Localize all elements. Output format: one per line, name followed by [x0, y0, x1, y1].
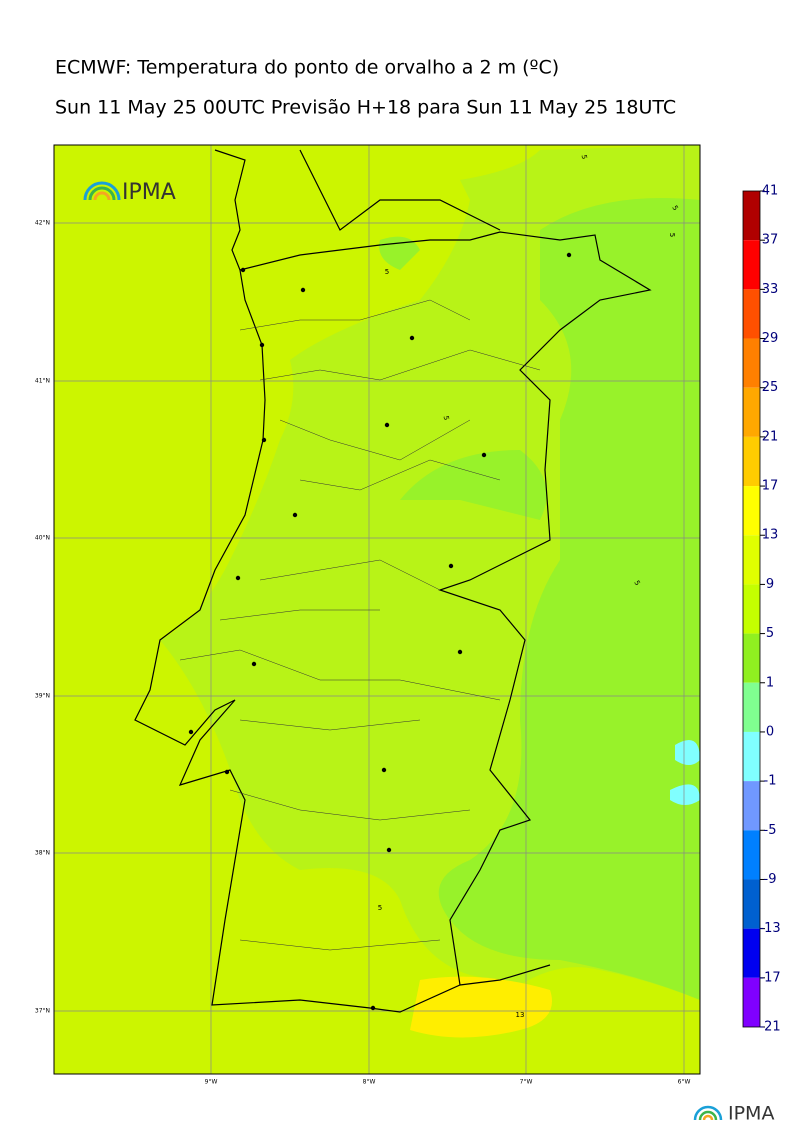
colorbar-swatch [743, 731, 760, 782]
contour-labels: 5 5 5 5 5 5 5 13 [378, 154, 680, 1019]
map: IPMA [53, 144, 701, 1075]
colorbar-swatch [743, 584, 760, 634]
lat-labels: 42°N 41°N 40°N 39°N 38°N 37°N [35, 220, 50, 1015]
map-logo-icon [83, 181, 121, 201]
colorbar-label: 33 [762, 282, 779, 297]
colorbar-label: -1 [764, 774, 777, 789]
colorbar-swatch [743, 191, 760, 241]
dew-area [379, 236, 420, 270]
lat-label: 37°N [35, 1008, 50, 1015]
contour-label: 5 [632, 579, 641, 587]
dew-area [400, 450, 547, 520]
contour-label: 5 [378, 904, 382, 912]
colorbar-label: 5 [766, 626, 774, 641]
contour-label: 5 [442, 415, 451, 421]
colorbar-frame [742, 190, 761, 1028]
colorbar: 41 37 33 29 25 21 17 13 9 5 1 0 -1 -5 -9 -13 -17 -21 [742, 184, 781, 1035]
colorbar-swatch [743, 436, 760, 487]
colorbar-swatch [743, 830, 760, 880]
colorbar-swatch [743, 338, 760, 388]
colorbar-swatch [743, 879, 760, 929]
colorbar-swatch [743, 387, 760, 437]
footer-logo: IPMA [728, 1103, 774, 1125]
lat-label: 38°N [35, 850, 50, 857]
colorbar-label: 1 [766, 675, 774, 690]
colorbar-label: -9 [764, 872, 777, 887]
colorbar-swatch [743, 289, 760, 339]
lat-label: 40°N [35, 535, 50, 542]
lon-label: 8°W [363, 1079, 376, 1086]
contour-label: 5 [670, 204, 679, 212]
map-frame [53, 144, 701, 1075]
colorbar-label: -5 [764, 823, 777, 838]
colorbar-label: 41 [762, 184, 779, 199]
district-borders [179, 299, 541, 951]
colorbar-label: 13 [762, 528, 779, 543]
colorbar-swatch [743, 535, 760, 585]
map-logo: IPMA [122, 180, 176, 205]
contour-label: 5 [385, 268, 389, 276]
colorbar-label: 25 [762, 380, 779, 395]
colorbar-label: 29 [762, 331, 779, 346]
colorbar-label: -17 [759, 970, 780, 985]
lat-label: 39°N [35, 693, 50, 700]
colorbar-swatch [743, 486, 760, 536]
contour-label: 5 [580, 154, 589, 160]
contour-label: 5 [668, 233, 676, 237]
colorbar-label: -21 [759, 1020, 780, 1035]
lat-label: 42°N [35, 220, 50, 227]
colorbar-label: 37 [762, 233, 779, 248]
colorbar-swatch [743, 240, 760, 290]
lon-label: 6°W [678, 1079, 691, 1086]
lon-label: 9°W [205, 1079, 218, 1086]
graticule [54, 145, 700, 1074]
dew-area [438, 198, 700, 1000]
colorbar-swatch [743, 682, 760, 732]
colorbar-swatch [743, 633, 760, 683]
cities [188, 252, 572, 1011]
cold-area [670, 740, 700, 805]
colorbar-swatch [743, 928, 760, 978]
lon-label: 7°W [520, 1079, 533, 1086]
colorbar-swatch [743, 781, 760, 831]
colorbar-label: 9 [766, 577, 774, 592]
subtitle: Sun 11 May 25 00UTC Previsão H+18 para S… [55, 97, 676, 119]
lon-labels: 9°W 8°W 7°W 6°W [205, 1079, 691, 1086]
colorbar-swatch [743, 977, 760, 1027]
colorbar-label: 0 [766, 724, 774, 739]
footer-logo-icon [693, 1105, 723, 1121]
contour-label: 13 [516, 1011, 525, 1019]
title: ECMWF: Temperatura do ponto de orvalho a… [55, 57, 559, 79]
lat-label: 41°N [35, 378, 50, 385]
colorbar-label: 17 [762, 479, 779, 494]
colorbar-label: 21 [762, 429, 779, 444]
coastline-borders [134, 149, 652, 1013]
colorbar-label: -13 [759, 921, 780, 936]
